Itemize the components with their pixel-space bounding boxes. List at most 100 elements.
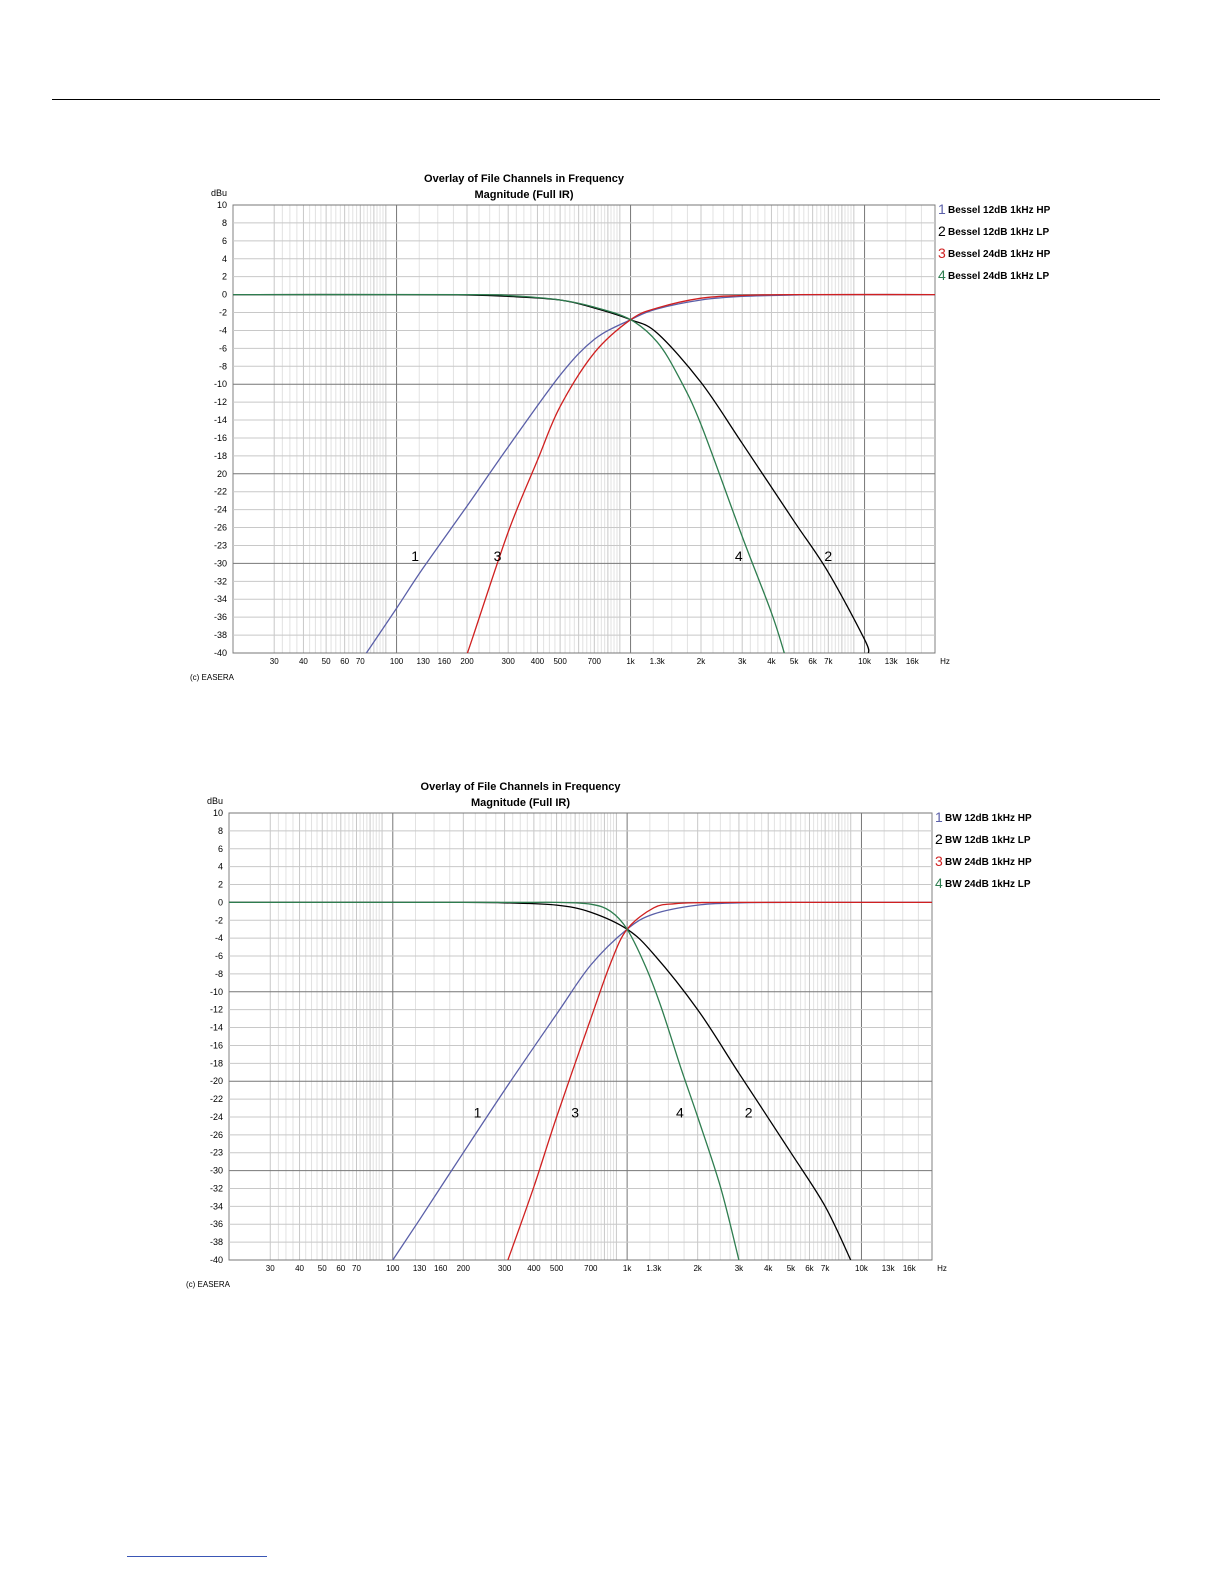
x-tick-label: 160 xyxy=(434,1264,448,1273)
x-tick-label: 1k xyxy=(626,657,635,666)
y-tick-label: -16 xyxy=(210,1040,223,1050)
y-tick-label: -4 xyxy=(219,325,227,335)
y-tick-label: 4 xyxy=(222,254,227,264)
x-tick-label: 1.3k xyxy=(646,1264,662,1273)
y-tick-label: -30 xyxy=(210,1166,223,1176)
y-tick-label: 20 xyxy=(217,469,227,479)
x-tick-label: 160 xyxy=(438,657,452,666)
chart-title: Overlay of File Channels in Frequency xyxy=(421,781,622,793)
chart-butterworth: Overlay of File Channels in Frequency Mag… xyxy=(186,781,1032,1289)
y-tick-label: -22 xyxy=(210,1094,223,1104)
y-tick-label: -40 xyxy=(214,648,227,658)
y-tick-label: -8 xyxy=(215,969,223,979)
y-tick-label: -18 xyxy=(214,451,227,461)
y-tick-label: -10 xyxy=(214,379,227,389)
x-tick-label: 130 xyxy=(413,1264,427,1273)
x-tick-label: 200 xyxy=(460,657,474,666)
legend-entry: BW 24dB 1kHz HP xyxy=(945,857,1032,868)
x-tick-label: 7k xyxy=(824,657,833,666)
x-tick-label: 100 xyxy=(386,1264,400,1273)
legend-number: 2 xyxy=(938,223,946,239)
y-tick-label: -2 xyxy=(215,915,223,925)
y-tick-label: -36 xyxy=(214,612,227,622)
y-tick-label: 8 xyxy=(222,218,227,228)
x-tick-label: 1.3k xyxy=(650,657,666,666)
x-tick-label: 7k xyxy=(821,1264,830,1273)
chart-subtitle: Magnitude (Full IR) xyxy=(471,797,570,809)
x-tick-label: 200 xyxy=(457,1264,471,1273)
y-tick-label: 2 xyxy=(218,880,223,890)
y-tick-label: -30 xyxy=(214,558,227,568)
x-tick-label: 10k xyxy=(858,657,872,666)
x-tick-label: 70 xyxy=(356,657,365,666)
footnote-rule xyxy=(127,1556,267,1557)
horizontal-grid xyxy=(229,812,932,1261)
y-tick-label: -26 xyxy=(214,523,227,533)
x-tick-label: 30 xyxy=(266,1264,275,1273)
y-axis-label: dBu xyxy=(207,796,223,806)
x-tick-label: 60 xyxy=(336,1264,345,1273)
y-tick-label: 0 xyxy=(218,897,223,907)
x-tick-label: 400 xyxy=(531,657,545,666)
y-tick-label: 4 xyxy=(218,862,223,872)
series-line-4 xyxy=(229,901,740,1260)
y-tick-label: -6 xyxy=(215,951,223,961)
y-tick-label: -6 xyxy=(219,343,227,353)
x-tick-label: 6k xyxy=(808,657,817,666)
y-tick-label: -12 xyxy=(214,397,227,407)
legend-number: 1 xyxy=(938,201,946,217)
x-tick-label: 50 xyxy=(322,657,331,666)
chart-bessel: Overlay of File Channels in Frequency Mag… xyxy=(190,173,1051,682)
x-tick-label: 130 xyxy=(417,657,431,666)
curve-label: 2 xyxy=(745,1104,753,1120)
vertical-grid xyxy=(273,205,922,653)
y-tick-label: -2 xyxy=(219,308,227,318)
legend-number: 3 xyxy=(938,245,946,261)
x-tick-label: 3k xyxy=(738,657,747,666)
series-line-3 xyxy=(466,293,935,653)
y-tick-label: -36 xyxy=(210,1219,223,1229)
legend-entry: Bessel 12dB 1kHz LP xyxy=(948,227,1049,238)
x-tick-label: 13k xyxy=(885,657,899,666)
y-tick-label: -38 xyxy=(214,630,227,640)
x-axis-label: Hz xyxy=(937,1264,947,1273)
curve-label: 2 xyxy=(824,548,832,564)
copyright-text: (c) EASERA xyxy=(186,1280,231,1289)
legend-entry: BW 12dB 1kHz LP xyxy=(945,835,1031,846)
y-tick-label: -4 xyxy=(215,933,223,943)
x-tick-label: 4k xyxy=(767,657,776,666)
y-tick-label: -12 xyxy=(210,1005,223,1015)
x-tick-label: 70 xyxy=(352,1264,361,1273)
x-tick-label: 300 xyxy=(498,1264,512,1273)
x-tick-label: 2k xyxy=(693,1264,702,1273)
x-tick-label: 2k xyxy=(697,657,706,666)
y-tick-label: -23 xyxy=(214,540,227,550)
y-tick-label: -8 xyxy=(219,361,227,371)
y-tick-label: -20 xyxy=(210,1076,223,1086)
y-tick-label: 8 xyxy=(218,826,223,836)
x-tick-label: 5k xyxy=(787,1264,796,1273)
x-tick-label: 16k xyxy=(903,1264,917,1273)
x-tick-label: 400 xyxy=(527,1264,541,1273)
x-tick-label: 10k xyxy=(855,1264,869,1273)
y-tick-label: -34 xyxy=(214,594,227,604)
y-tick-label: 2 xyxy=(222,272,227,282)
legend-entry: Bessel 12dB 1kHz HP xyxy=(948,205,1051,216)
y-tick-label: -18 xyxy=(210,1058,223,1068)
legend-number: 4 xyxy=(938,267,946,283)
x-tick-label: 500 xyxy=(553,657,567,666)
top-rule xyxy=(52,99,1160,100)
plot-area xyxy=(232,204,936,654)
y-tick-label: -26 xyxy=(210,1130,223,1140)
x-tick-label: 500 xyxy=(550,1264,564,1273)
legend-number: 4 xyxy=(935,875,943,891)
x-tick-label: 40 xyxy=(295,1264,304,1273)
y-tick-label: 6 xyxy=(218,844,223,854)
legend-entry: BW 24dB 1kHz LP xyxy=(945,879,1031,890)
y-tick-label: -23 xyxy=(210,1148,223,1158)
y-tick-label: -16 xyxy=(214,433,227,443)
curve-label: 4 xyxy=(676,1104,684,1120)
y-tick-label: -10 xyxy=(210,987,223,997)
x-tick-label: 4k xyxy=(764,1264,773,1273)
horizontal-grid xyxy=(233,204,935,654)
